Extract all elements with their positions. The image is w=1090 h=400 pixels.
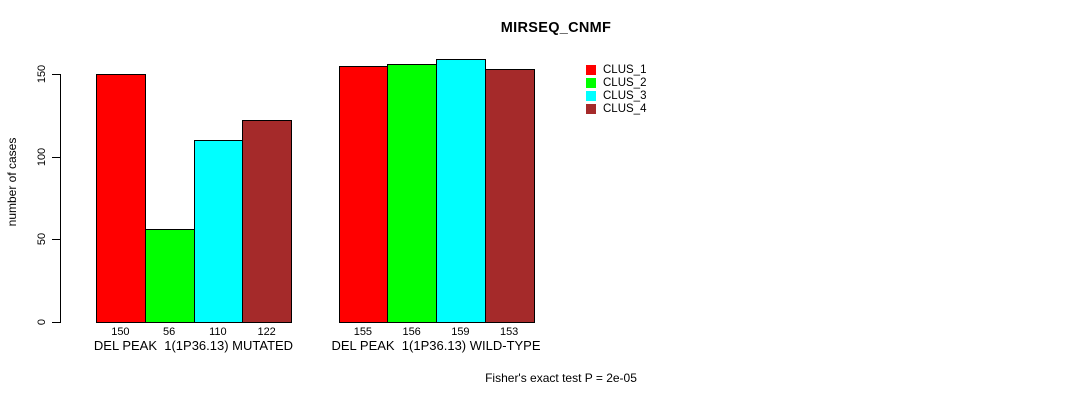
legend-swatch	[586, 90, 596, 101]
y-axis-tick-label: 150	[36, 64, 48, 84]
y-axis-tick-label: 50	[36, 233, 48, 246]
legend-item-clus_4: CLUS_4	[586, 102, 646, 115]
footnote: Fisher's exact test P = 2e-05	[485, 371, 637, 385]
group-label: DEL PEAK 1(1P36.13) MUTATED	[93, 338, 294, 353]
bar-clus_4	[484, 69, 535, 323]
legend-label: CLUS_4	[603, 102, 647, 115]
bar-clus_3	[193, 140, 244, 323]
y-axis-tick	[52, 74, 60, 75]
bar-value-label: 56	[163, 326, 176, 338]
bar-clus_2	[144, 229, 195, 323]
bar-clus_2	[387, 64, 437, 323]
legend-swatch	[586, 64, 596, 75]
legend-item-clus_1: CLUS_1	[586, 63, 646, 76]
y-axis-tick	[52, 322, 60, 323]
legend-item-clus_3: CLUS_3	[586, 89, 646, 102]
legend-swatch	[586, 77, 596, 88]
bar-clus_1	[338, 65, 389, 323]
bar-clus_3	[436, 59, 486, 323]
bar-value-label: 150	[111, 326, 130, 338]
bar-value-label: 153	[499, 326, 519, 338]
bar-value-label: 155	[353, 326, 373, 338]
legend-swatch	[586, 103, 596, 114]
legend-label: CLUS_1	[603, 63, 647, 76]
y-axis-tick-label: 100	[36, 147, 48, 166]
y-axis-tick-label: 0	[36, 318, 48, 326]
y-axis-line	[60, 74, 61, 323]
y-axis-tick	[52, 156, 60, 158]
legend-label: CLUS_3	[603, 89, 647, 102]
group-label: DEL PEAK 1(1P36.13) WILD-TYPE	[331, 338, 541, 353]
bar-value-label: 122	[257, 326, 276, 338]
bar-clus_1	[96, 74, 146, 323]
bar-value-label: 156	[402, 326, 421, 338]
bar-clus_4	[242, 120, 292, 323]
legend-item-clus_2: CLUS_2	[586, 76, 646, 89]
y-axis-label: number of cases	[5, 137, 19, 227]
y-axis-tick	[52, 239, 60, 241]
bar-value-label: 159	[451, 326, 470, 338]
chart-title: MIRSEQ_CNMF	[500, 20, 612, 36]
legend-label: CLUS_2	[603, 76, 647, 89]
legend: CLUS_1 CLUS_2 CLUS_3 CLUS_4	[586, 63, 646, 115]
bar-value-label: 110	[209, 326, 227, 338]
